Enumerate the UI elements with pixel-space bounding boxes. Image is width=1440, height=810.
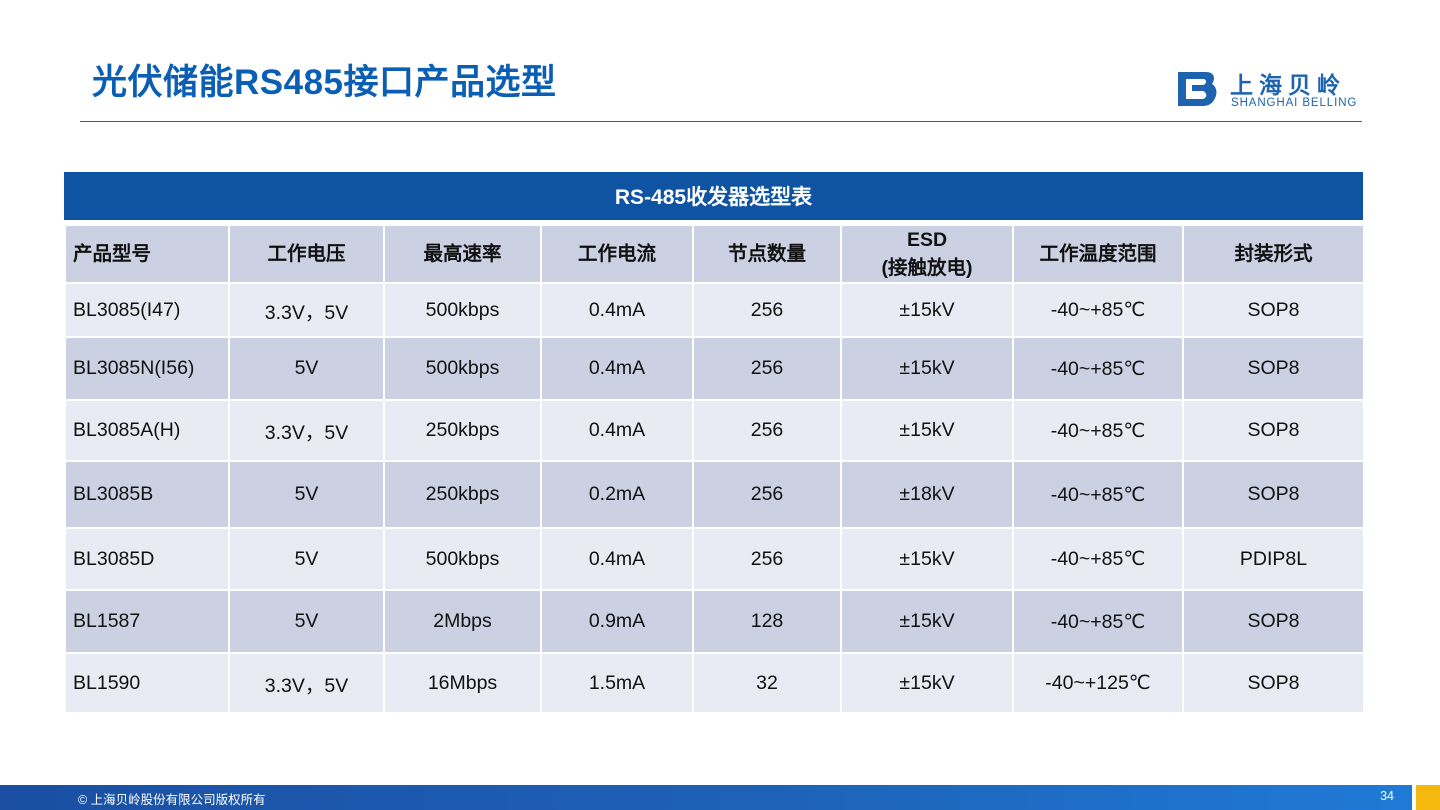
table-row: BL3085A(H) 3.3V，5V 250kbps 0.4mA 256 ±15… <box>64 399 1365 462</box>
table-cell: -40~+85℃ <box>1012 282 1184 338</box>
column-header: 工作温度范围 <box>1012 224 1184 284</box>
table-cell: 500kbps <box>383 282 542 338</box>
table-cell: ±15kV <box>840 527 1014 591</box>
column-header: 节点数量 <box>692 224 842 284</box>
selection-table: 产品型号 工作电压 最高速率 工作电流 节点数量 ESD (接触放电) 工作温度… <box>64 224 1365 714</box>
table-cell: 32 <box>692 652 842 714</box>
table-row: BL3085N(I56) 5V 500kbps 0.4mA 256 ±15kV … <box>64 336 1365 401</box>
table-cell: 256 <box>692 336 842 401</box>
logo-english-name: SHANGHAI BELLING <box>1231 97 1358 109</box>
table-cell: 256 <box>692 527 842 591</box>
table-cell: PDIP8L <box>1182 527 1365 591</box>
footer-accent-block <box>1416 785 1440 810</box>
table-cell: SOP8 <box>1182 589 1365 654</box>
table-cell: ±15kV <box>840 336 1014 401</box>
table-cell: 250kbps <box>383 460 542 529</box>
table-cell: BL3085A(H) <box>64 399 230 462</box>
table-cell: 500kbps <box>383 336 542 401</box>
table-cell: SOP8 <box>1182 336 1365 401</box>
table-cell: 1.5mA <box>540 652 694 714</box>
column-header: 工作电流 <box>540 224 694 284</box>
page-title: 光伏储能RS485接口产品选型 <box>92 63 557 102</box>
table-cell: 500kbps <box>383 527 542 591</box>
table-cell: ±18kV <box>840 460 1014 529</box>
table-cell: 128 <box>692 589 842 654</box>
table-header-row: 产品型号 工作电压 最高速率 工作电流 节点数量 ESD (接触放电) 工作温度… <box>64 224 1365 284</box>
table-row: BL1590 3.3V，5V 16Mbps 1.5mA 32 ±15kV -40… <box>64 652 1365 714</box>
selection-table-container: RS-485收发器选型表 产品型号 工作电压 最高速率 工作电流 节点数量 ES… <box>64 172 1365 714</box>
table-cell: 256 <box>692 282 842 338</box>
table-cell: BL3085N(I56) <box>64 336 230 401</box>
company-logo: 上海贝岭 SHANGHAI BELLING <box>1176 66 1366 112</box>
table-cell: ±15kV <box>840 589 1014 654</box>
table-cell: 3.3V，5V <box>228 282 385 338</box>
table-cell: 5V <box>228 336 385 401</box>
logo-chinese-name: 上海贝岭 <box>1230 72 1346 98</box>
table-cell: -40~+85℃ <box>1012 460 1184 529</box>
column-header: 最高速率 <box>383 224 542 284</box>
column-header-esd: ESD (接触放电) <box>840 224 1014 284</box>
table-cell: 0.4mA <box>540 336 694 401</box>
table-cell: 0.4mA <box>540 527 694 591</box>
table-cell: BL1590 <box>64 652 230 714</box>
table-cell: -40~+125℃ <box>1012 652 1184 714</box>
table-row: BL3085B 5V 250kbps 0.2mA 256 ±18kV -40~+… <box>64 460 1365 529</box>
table-cell: 256 <box>692 460 842 529</box>
table-cell: 250kbps <box>383 399 542 462</box>
table-cell: 0.2mA <box>540 460 694 529</box>
table-cell: SOP8 <box>1182 282 1365 338</box>
title-divider <box>80 121 1362 122</box>
page-number: 34 <box>1380 789 1394 803</box>
column-header: 产品型号 <box>64 224 230 284</box>
table-cell: -40~+85℃ <box>1012 589 1184 654</box>
table-cell: -40~+85℃ <box>1012 527 1184 591</box>
table-row: BL3085D 5V 500kbps 0.4mA 256 ±15kV -40~+… <box>64 527 1365 591</box>
table-cell: SOP8 <box>1182 460 1365 529</box>
table-cell: SOP8 <box>1182 399 1365 462</box>
table-cell: 3.3V，5V <box>228 399 385 462</box>
table-cell: -40~+85℃ <box>1012 336 1184 401</box>
table-cell: 5V <box>228 527 385 591</box>
table-row: BL1587 5V 2Mbps 0.9mA 128 ±15kV -40~+85℃… <box>64 589 1365 654</box>
table-banner: RS-485收发器选型表 <box>64 172 1363 224</box>
table-cell: BL3085D <box>64 527 230 591</box>
table-cell: BL3085(I47) <box>64 282 230 338</box>
table-cell: 3.3V，5V <box>228 652 385 714</box>
esd-label: ESD <box>906 229 948 251</box>
table-cell: -40~+85℃ <box>1012 399 1184 462</box>
table-cell: BL1587 <box>64 589 230 654</box>
table-cell: 5V <box>228 460 385 529</box>
table-cell: 256 <box>692 399 842 462</box>
footer-bar: © 上海贝岭股份有限公司版权所有 34 <box>0 785 1412 810</box>
table-cell: ±15kV <box>840 652 1014 714</box>
column-header: 封装形式 <box>1182 224 1365 284</box>
footer-copyright: © 上海贝岭股份有限公司版权所有 <box>78 793 266 807</box>
esd-sublabel: (接触放电) <box>881 257 973 279</box>
table-cell: 2Mbps <box>383 589 542 654</box>
table-cell: 0.4mA <box>540 399 694 462</box>
table-cell: 0.9mA <box>540 589 694 654</box>
column-header: 工作电压 <box>228 224 385 284</box>
table-cell: ±15kV <box>840 282 1014 338</box>
table-cell: 5V <box>228 589 385 654</box>
table-cell: ±15kV <box>840 399 1014 462</box>
table-cell: BL3085B <box>64 460 230 529</box>
table-cell: 16Mbps <box>383 652 542 714</box>
belling-logo-icon <box>1178 72 1217 106</box>
table-row: BL3085(I47) 3.3V，5V 500kbps 0.4mA 256 ±1… <box>64 282 1365 338</box>
table-cell: 0.4mA <box>540 282 694 338</box>
table-cell: SOP8 <box>1182 652 1365 714</box>
